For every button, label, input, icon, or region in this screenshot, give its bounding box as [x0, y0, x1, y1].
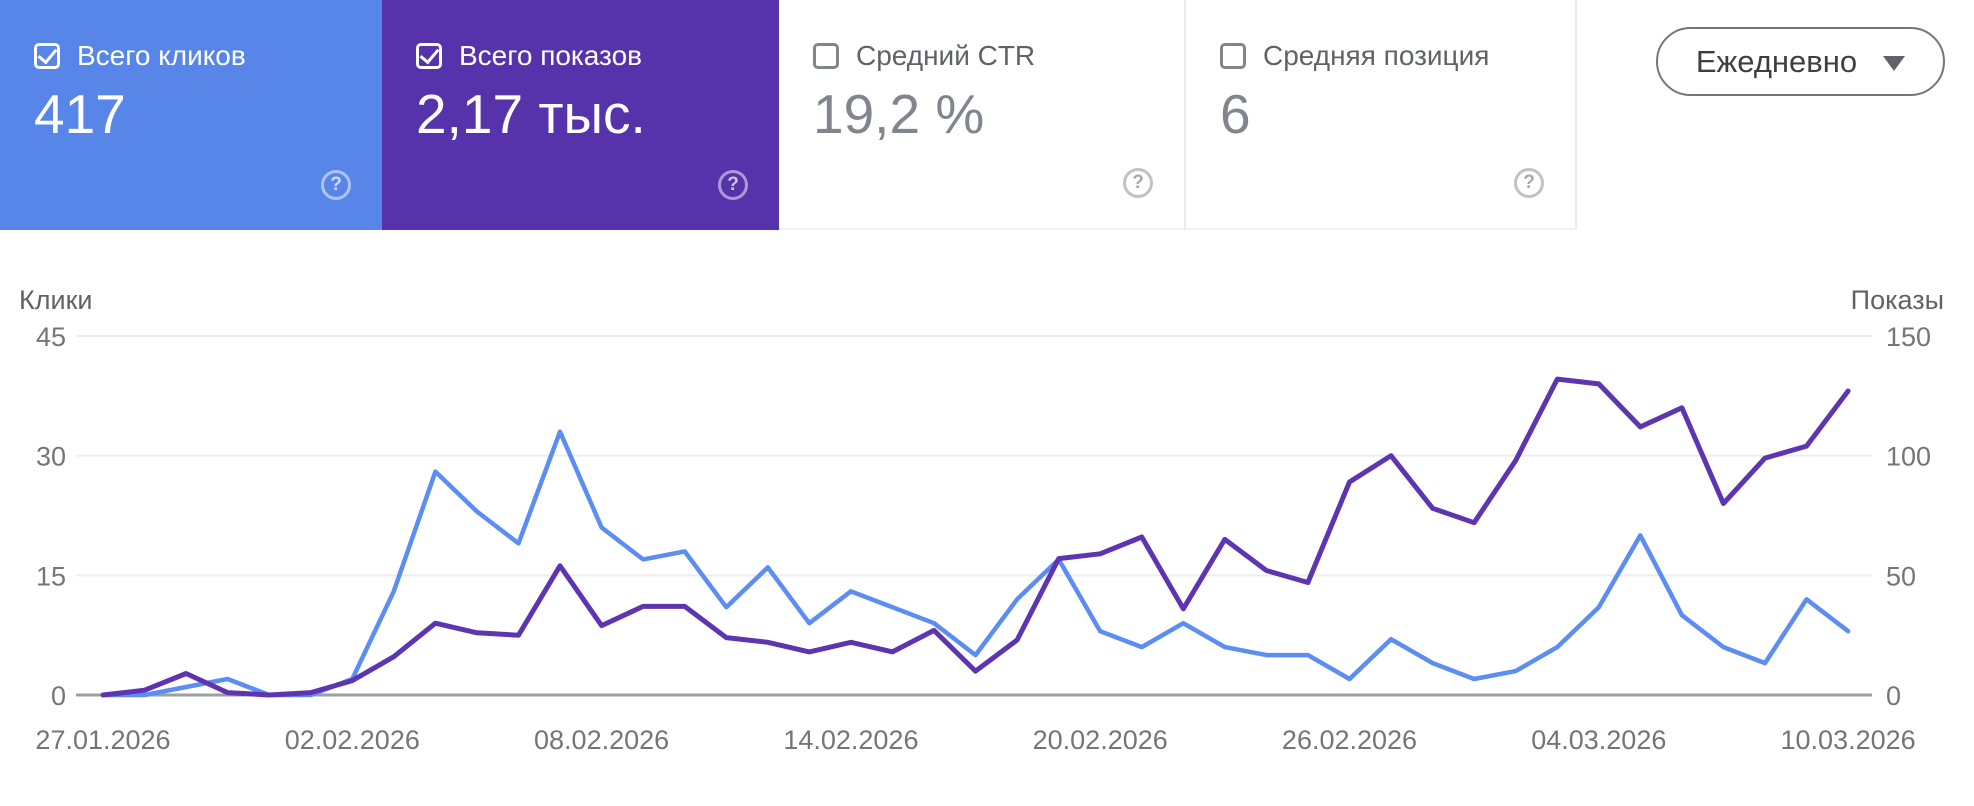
y-axis-left-tick: 15: [36, 561, 66, 591]
checkmark-icon: [419, 43, 439, 65]
help-icon[interactable]: ?: [1123, 168, 1153, 198]
card-label: Средняя позиция: [1263, 40, 1490, 71]
chevron-down-icon: [1883, 55, 1906, 71]
x-axis-date-label: 10.03.2026: [1781, 725, 1916, 755]
y-axis-right-tick: 0: [1886, 681, 1901, 711]
help-icon[interactable]: ?: [321, 170, 351, 200]
metric-card-impressions[interactable]: Всего показов 2,17 тыс. ?: [382, 0, 779, 230]
y-axis-right-title: Показы: [1850, 285, 1944, 315]
y-axis-right-tick: 100: [1886, 442, 1931, 472]
card-value: 417: [34, 83, 126, 145]
x-axis-date-label: 27.01.2026: [35, 725, 170, 755]
clicks-checkbox[interactable]: [34, 43, 60, 69]
y-axis-left-tick: 30: [36, 442, 66, 472]
y-axis-right-tick: 50: [1886, 561, 1916, 591]
card-value: 2,17 тыс.: [416, 83, 646, 145]
metric-cards: Всего кликов 417 ? Всего показов 2,17 ты…: [0, 0, 1577, 230]
granularity-dropdown[interactable]: Ежедневно: [1656, 27, 1945, 96]
impressions-line: [100, 376, 1851, 698]
card-label: Всего кликов: [77, 40, 246, 71]
ctr-checkbox[interactable]: [813, 43, 839, 69]
x-axis-date-label: 20.02.2026: [1033, 725, 1168, 755]
x-axis-date-label: 08.02.2026: [534, 725, 669, 755]
y-axis-left-title: Клики: [19, 285, 93, 315]
checkmark-icon: [37, 43, 57, 65]
x-axis-date-label: 04.03.2026: [1531, 725, 1666, 755]
card-value: 6: [1220, 83, 1251, 145]
impressions-checkbox[interactable]: [416, 43, 442, 69]
y-axis-left-tick: 45: [36, 322, 66, 352]
x-axis-date-label: 14.02.2026: [783, 725, 918, 755]
y-axis-left-tick: 0: [51, 681, 66, 711]
card-value: 19,2 %: [813, 83, 985, 145]
clicks-line: [100, 429, 1851, 698]
metric-card-position[interactable]: Средняя позиция 6 ?: [1186, 0, 1577, 230]
metric-card-ctr[interactable]: Средний CTR 19,2 % ?: [779, 0, 1186, 230]
y-axis-right-tick: 150: [1886, 322, 1931, 352]
card-label: Всего показов: [459, 40, 643, 71]
x-axis-date-label: 26.02.2026: [1282, 725, 1417, 755]
metric-card-clicks[interactable]: Всего кликов 417 ?: [0, 0, 382, 230]
help-icon[interactable]: ?: [1514, 168, 1544, 198]
card-label: Средний CTR: [856, 40, 1036, 71]
x-axis-date-label: 02.02.2026: [285, 725, 420, 755]
position-checkbox[interactable]: [1220, 43, 1246, 69]
granularity-dropdown-label: Ежедневно: [1695, 43, 1858, 79]
help-icon[interactable]: ?: [718, 170, 748, 200]
